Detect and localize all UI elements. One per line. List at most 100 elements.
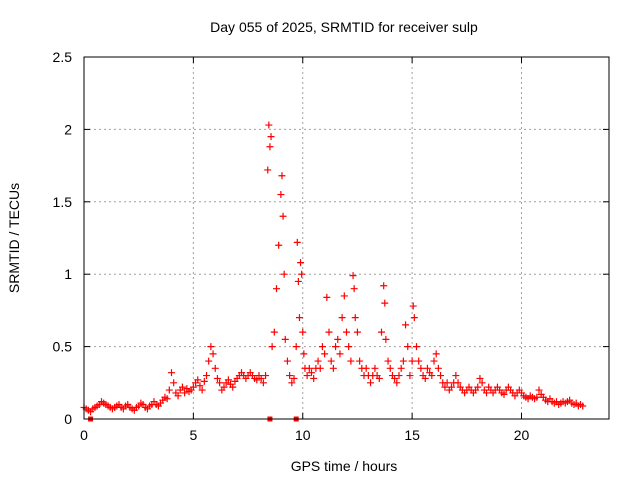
data-point: [280, 270, 288, 278]
data-point: [428, 372, 436, 380]
data-point: [268, 343, 276, 351]
x-tick-label: 20: [514, 427, 530, 443]
data-point: [270, 328, 278, 336]
data-point: [323, 293, 331, 301]
y-tick-label: 2: [64, 121, 72, 137]
data-point: [298, 270, 306, 278]
data-point: [500, 390, 508, 398]
x-tick-label: 15: [404, 427, 420, 443]
data-point: [329, 364, 337, 372]
y-tick-label: 2.5: [53, 49, 73, 65]
grid-lines: [84, 57, 609, 419]
y-tick-label: 0: [64, 411, 72, 427]
data-point: [165, 386, 173, 394]
data-point: [343, 328, 350, 336]
data-point: [174, 392, 182, 400]
data-point: [349, 272, 357, 280]
data-point: [163, 395, 171, 403]
data-point: [300, 350, 308, 358]
data-point: [290, 374, 298, 382]
data-point: [579, 402, 587, 410]
data-point: [229, 383, 237, 391]
data-point: [216, 379, 224, 387]
data-point: [448, 383, 455, 391]
data-point: [194, 376, 202, 384]
data-point: [295, 314, 303, 322]
data-point: [196, 382, 204, 390]
data-point: [325, 328, 333, 336]
data-point: [413, 343, 420, 351]
data-point: [209, 350, 217, 358]
data-point: [535, 386, 543, 394]
data-point: [305, 364, 313, 372]
data-point: [454, 379, 462, 387]
data-point: [265, 121, 273, 129]
data-point: [345, 343, 353, 351]
plot-frame: [83, 56, 610, 420]
data-point: [421, 374, 429, 382]
data-point: [205, 357, 213, 365]
x-tick-label: 0: [80, 427, 88, 443]
data-point: [350, 285, 358, 293]
data-point: [432, 350, 440, 358]
data-point: [356, 357, 364, 365]
data-point: [170, 379, 178, 387]
data-point: [310, 374, 318, 382]
data-point: [178, 383, 186, 391]
data-point: [483, 389, 490, 397]
data-point: [404, 343, 412, 351]
data-point: [278, 172, 286, 180]
data-point: [275, 241, 283, 249]
data-point: [316, 364, 324, 372]
data-point: [452, 372, 460, 380]
data-point: [533, 393, 541, 401]
data-point: [367, 379, 375, 387]
data-point: [288, 379, 296, 387]
data-point: [308, 369, 315, 377]
data-point: [384, 357, 392, 365]
data-point: [281, 335, 289, 343]
data-point: [434, 364, 442, 372]
data-point: [293, 238, 301, 246]
data-point: [347, 357, 355, 365]
y-axis-label: SRMTID / TECUs: [6, 183, 22, 293]
data-point: [279, 212, 287, 220]
data-point: [375, 374, 383, 382]
y-axis-ticks: 0 0.5 1 1.5 2 2.5: [53, 49, 609, 427]
data-point: [292, 343, 300, 351]
data-point: [380, 282, 388, 290]
data-point: [406, 372, 414, 380]
x-tick-label: 10: [295, 427, 311, 443]
data-point: [391, 374, 399, 382]
y-tick-label: 1: [64, 266, 72, 282]
data-point: [474, 383, 482, 391]
data-point: [273, 285, 280, 293]
data-point: [476, 374, 484, 382]
data-point: [351, 314, 359, 322]
data-point: [378, 328, 385, 336]
data-point: [297, 259, 305, 267]
data-point: [393, 379, 401, 387]
data-point: [441, 383, 449, 391]
y-tick-label: 1.5: [53, 194, 73, 210]
data-point: [430, 357, 438, 365]
data-point: [203, 372, 210, 380]
data-point: [314, 357, 322, 365]
data-point: [395, 372, 403, 380]
data-point: [478, 379, 486, 387]
data-point: [397, 364, 405, 372]
data-point: [338, 314, 346, 322]
data-point: [382, 335, 390, 343]
data-point: [189, 383, 197, 391]
data-point: [220, 383, 228, 391]
data-point: [264, 166, 272, 174]
data-point: [213, 374, 221, 382]
data-point: [207, 343, 215, 351]
data-point: [386, 364, 394, 372]
data-point: [253, 376, 261, 384]
data-point: [266, 143, 274, 151]
data-point: [259, 379, 267, 387]
data-point: [332, 343, 340, 351]
data-point: [362, 364, 370, 372]
